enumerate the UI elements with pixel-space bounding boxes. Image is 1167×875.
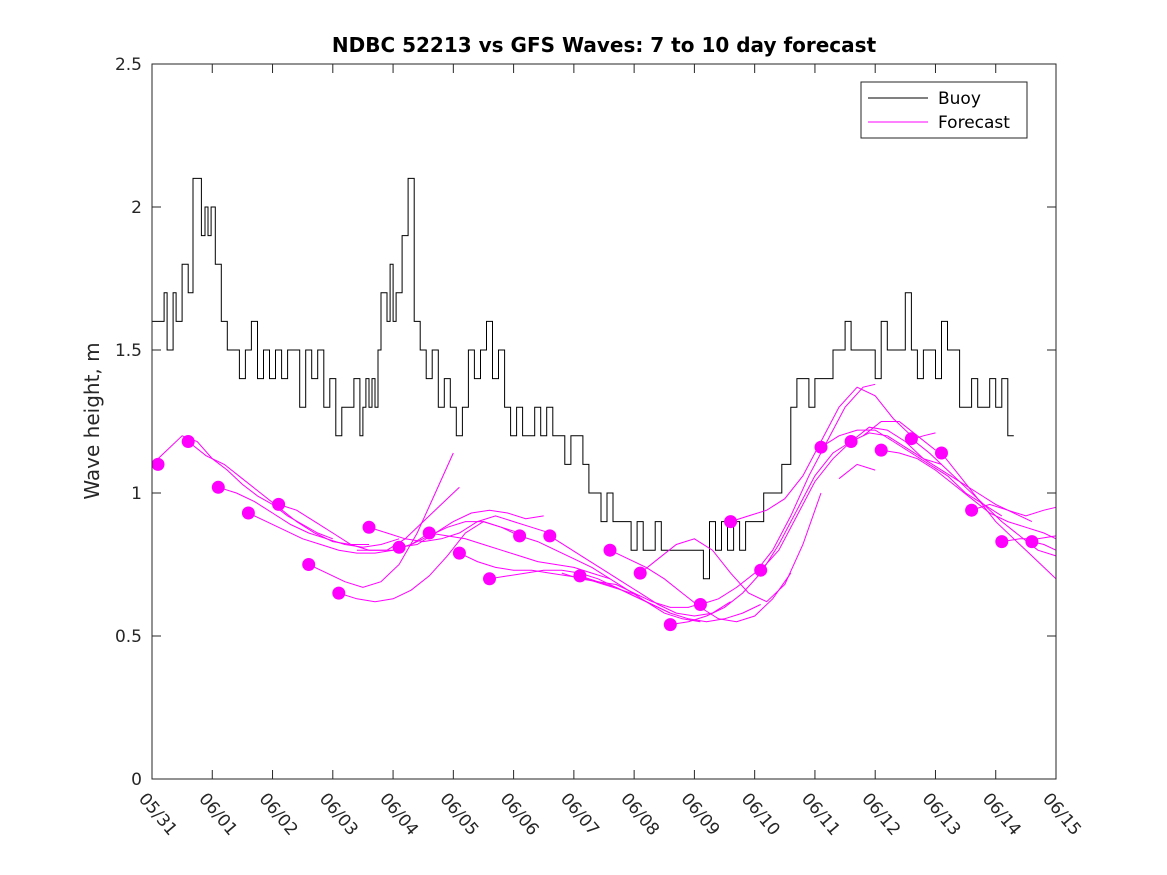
forecast-marker [272, 497, 286, 511]
forecast-line-30 [561, 572, 707, 608]
plot-background [152, 64, 1056, 779]
forecast-line-10 [459, 552, 641, 597]
y-tick-label: 0.5 [115, 627, 142, 647]
legend-buoy-label: Buoy [938, 89, 981, 109]
legend: Buoy Forecast [860, 81, 1028, 139]
forecast-line-21 [820, 429, 1003, 517]
y-tick-label: 1 [131, 484, 142, 504]
chart-title: NDBC 52213 vs GFS Waves: 7 to 10 day for… [332, 33, 877, 57]
forecast-marker [1025, 535, 1039, 549]
y-tick-label: 1.5 [115, 341, 142, 361]
forecast-marker [181, 435, 195, 448]
forecast-line-18 [700, 383, 876, 605]
forecast-marker [603, 543, 617, 557]
forecast-marker [483, 572, 496, 586]
x-tick-label: 06/07 [556, 789, 603, 839]
x-tick-label: 06/03 [315, 789, 362, 839]
forecast-marker [302, 558, 316, 571]
forecast-marker [663, 618, 677, 632]
x-tick-label: 06/14 [978, 789, 1025, 839]
forecast-marker [392, 540, 406, 554]
forecast-line-7 [368, 515, 550, 543]
forecast-marker [573, 569, 587, 583]
x-tick-label: 06/04 [375, 789, 422, 839]
forecast-marker [995, 535, 1009, 549]
forecast-line-5 [308, 452, 454, 588]
y-axis-label: Wave height, m [80, 342, 104, 499]
forecast-markers [151, 432, 1039, 632]
forecast-marker [633, 566, 647, 580]
buoy-series [152, 177, 1014, 580]
forecast-line-16 [639, 492, 822, 603]
x-tick-label: 06/01 [194, 789, 241, 839]
forecast-marker [211, 480, 225, 494]
forecast-marker [693, 598, 707, 611]
y-axis: 0 0.5 1 1.5 2 2.5 [115, 55, 1056, 790]
x-tick-label: 05/31 [134, 789, 181, 839]
forecast-marker [151, 457, 165, 471]
x-tick-label: 06/10 [737, 789, 784, 839]
forecast-marker [904, 432, 918, 446]
forecast-marker [844, 435, 858, 448]
forecast-line-14 [579, 575, 761, 623]
plot-area [151, 63, 1057, 780]
forecast-line-26 [971, 503, 1057, 517]
forecast-marker [814, 440, 828, 454]
forecast-marker [935, 446, 948, 460]
x-tick-label: 06/02 [255, 789, 302, 839]
forecast-marker [241, 506, 255, 520]
forecast-marker [362, 520, 376, 534]
forecast-line-25 [941, 452, 1057, 580]
forecast-marker [543, 529, 557, 543]
forecast-line-13 [549, 535, 731, 617]
forecast-line-31 [862, 421, 936, 451]
x-tick-label: 06/13 [918, 789, 965, 839]
x-tick-label: 06/15 [1038, 789, 1085, 839]
y-tick-label: 2.5 [115, 55, 142, 75]
forecast-line-22 [850, 426, 1033, 523]
forecast-marker [965, 503, 979, 517]
legend-forecast-label: Forecast [938, 113, 1010, 133]
forecast-line-23 [881, 449, 1057, 540]
forecast-marker [754, 563, 768, 577]
x-tick-label: 06/06 [496, 789, 543, 839]
forecast-line-2 [218, 486, 400, 548]
forecast-line-8 [399, 509, 544, 548]
forecast-marker [422, 526, 436, 540]
x-tick-label: 06/08 [616, 789, 663, 839]
y-tick-label: 0 [131, 770, 142, 790]
buoy-line [152, 177, 1014, 580]
x-tick-label: 06/09 [677, 789, 724, 839]
forecast-marker [513, 529, 527, 543]
legend-box [860, 81, 1028, 139]
x-tick-label: 06/05 [436, 789, 483, 839]
x-tick-label: 06/12 [857, 789, 904, 839]
forecast-marker [452, 546, 466, 560]
forecast-line-29 [356, 521, 520, 551]
y-tick-label: 2 [131, 198, 142, 218]
forecast-line-0 [151, 435, 333, 540]
forecast-line-9 [429, 532, 611, 580]
forecast-marker [724, 515, 738, 529]
forecast-marker [332, 586, 346, 600]
plot-frame [151, 63, 1057, 780]
forecast-line-32 [838, 463, 876, 480]
forecast-line-12 [519, 535, 701, 623]
forecast-marker [874, 443, 888, 457]
x-tick-label: 06/11 [797, 789, 844, 839]
